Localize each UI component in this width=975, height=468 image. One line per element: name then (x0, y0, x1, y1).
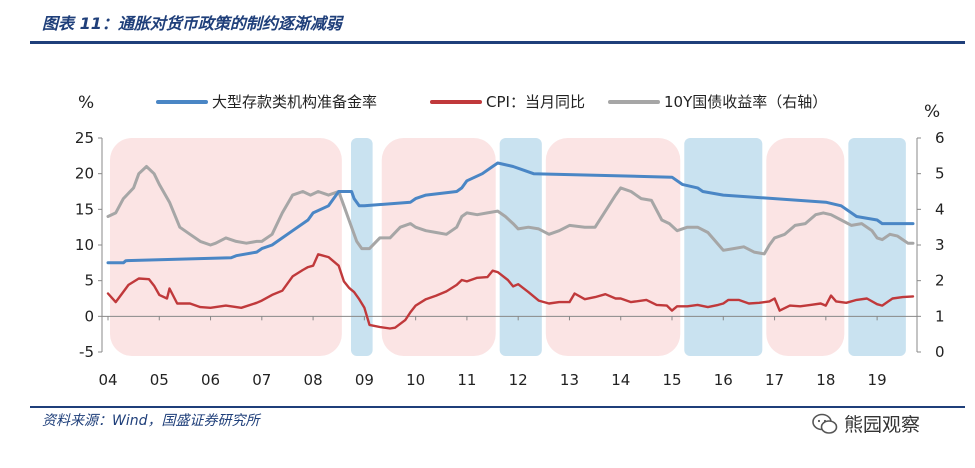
x-tick-label: 09 (355, 371, 374, 389)
right-axis-unit: % (924, 102, 940, 122)
left-tick-label: 25 (75, 129, 94, 147)
series-line-1 (106, 253, 915, 330)
x-tick-label: 04 (98, 371, 117, 389)
left-axis-unit: % (78, 93, 94, 113)
x-tick-label: 12 (509, 371, 528, 389)
left-tick-label: -5 (79, 343, 94, 361)
x-tick-label: 19 (868, 371, 887, 389)
right-tick-label: 4 (935, 200, 945, 218)
legend: 大型存款类机构准备金率 CPI：当月同比 10Y国债收益率（右轴） (156, 93, 827, 111)
source-rule (30, 406, 965, 408)
shaded-periods (110, 138, 906, 356)
left-tick-label: 20 (75, 165, 94, 183)
series-line-0 (106, 161, 915, 265)
right-tick-label: 0 (935, 343, 945, 361)
series-line-2 (106, 165, 915, 256)
shaded-band-6 (766, 138, 845, 356)
series-lines (106, 161, 915, 330)
left-tick-label: 0 (84, 307, 94, 325)
x-tick-label: 11 (457, 371, 476, 389)
x-tick-label: 18 (816, 371, 835, 389)
x-tick-label: 17 (765, 371, 784, 389)
x-tick-label: 15 (662, 371, 681, 389)
title-rule (30, 41, 965, 44)
right-tick-label: 2 (935, 272, 945, 290)
right-tick-label: 1 (935, 307, 945, 325)
legend-label-2: 10Y国债收益率（右轴） (664, 93, 827, 111)
right-tick-label: 5 (935, 165, 945, 183)
x-tick-label: 06 (201, 371, 220, 389)
wechat-icon (812, 413, 838, 434)
shaded-band-3 (499, 138, 542, 356)
x-tick-label: 13 (560, 371, 579, 389)
left-tick-label: 15 (75, 200, 94, 218)
left-tick-label: 5 (84, 272, 94, 290)
x-tick-label: 05 (150, 371, 169, 389)
shaded-band-5 (684, 138, 763, 356)
watermark-text: 熊园观察 (844, 414, 921, 436)
x-tick-label: 10 (406, 371, 425, 389)
shaded-band-2 (381, 138, 496, 356)
legend-label-1: CPI：当月同比 (486, 93, 585, 111)
x-tick-label: 07 (252, 371, 271, 389)
figure-title: 图表 11：通胀对货币政策的制约逐渐减弱 (42, 14, 342, 33)
shaded-band-4 (545, 138, 681, 356)
x-tick-label: 14 (611, 371, 630, 389)
right-tick-label: 6 (935, 129, 945, 147)
shaded-band-0 (110, 138, 342, 356)
x-tick-label: 08 (304, 371, 323, 389)
right-tick-label: 3 (935, 236, 945, 254)
left-tick-label: 10 (75, 236, 94, 254)
legend-label-0: 大型存款类机构准备金率 (212, 93, 377, 111)
shaded-band-7 (848, 138, 906, 356)
x-tick-label: 16 (714, 371, 733, 389)
source-note: 资料来源：Wind，国盛证券研究所 (42, 413, 260, 429)
watermark: 熊园观察 (812, 410, 920, 437)
